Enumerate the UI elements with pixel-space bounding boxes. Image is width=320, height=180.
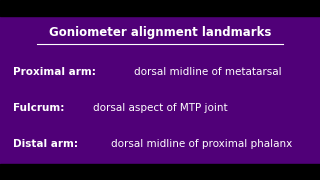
Text: Goniometer alignment landmarks: Goniometer alignment landmarks (49, 26, 271, 39)
Text: dorsal aspect of MTP joint: dorsal aspect of MTP joint (93, 103, 228, 113)
Bar (0, 164, 320, 180)
Text: dorsal midline of proximal phalanx: dorsal midline of proximal phalanx (111, 139, 292, 149)
Text: Distal arm:: Distal arm: (13, 139, 89, 149)
Text: dorsal midline of metatarsal: dorsal midline of metatarsal (134, 67, 281, 77)
Bar (0, 0, 320, 16)
Text: Fulcrum:: Fulcrum: (13, 103, 75, 113)
Text: Proximal arm:: Proximal arm: (13, 67, 107, 77)
